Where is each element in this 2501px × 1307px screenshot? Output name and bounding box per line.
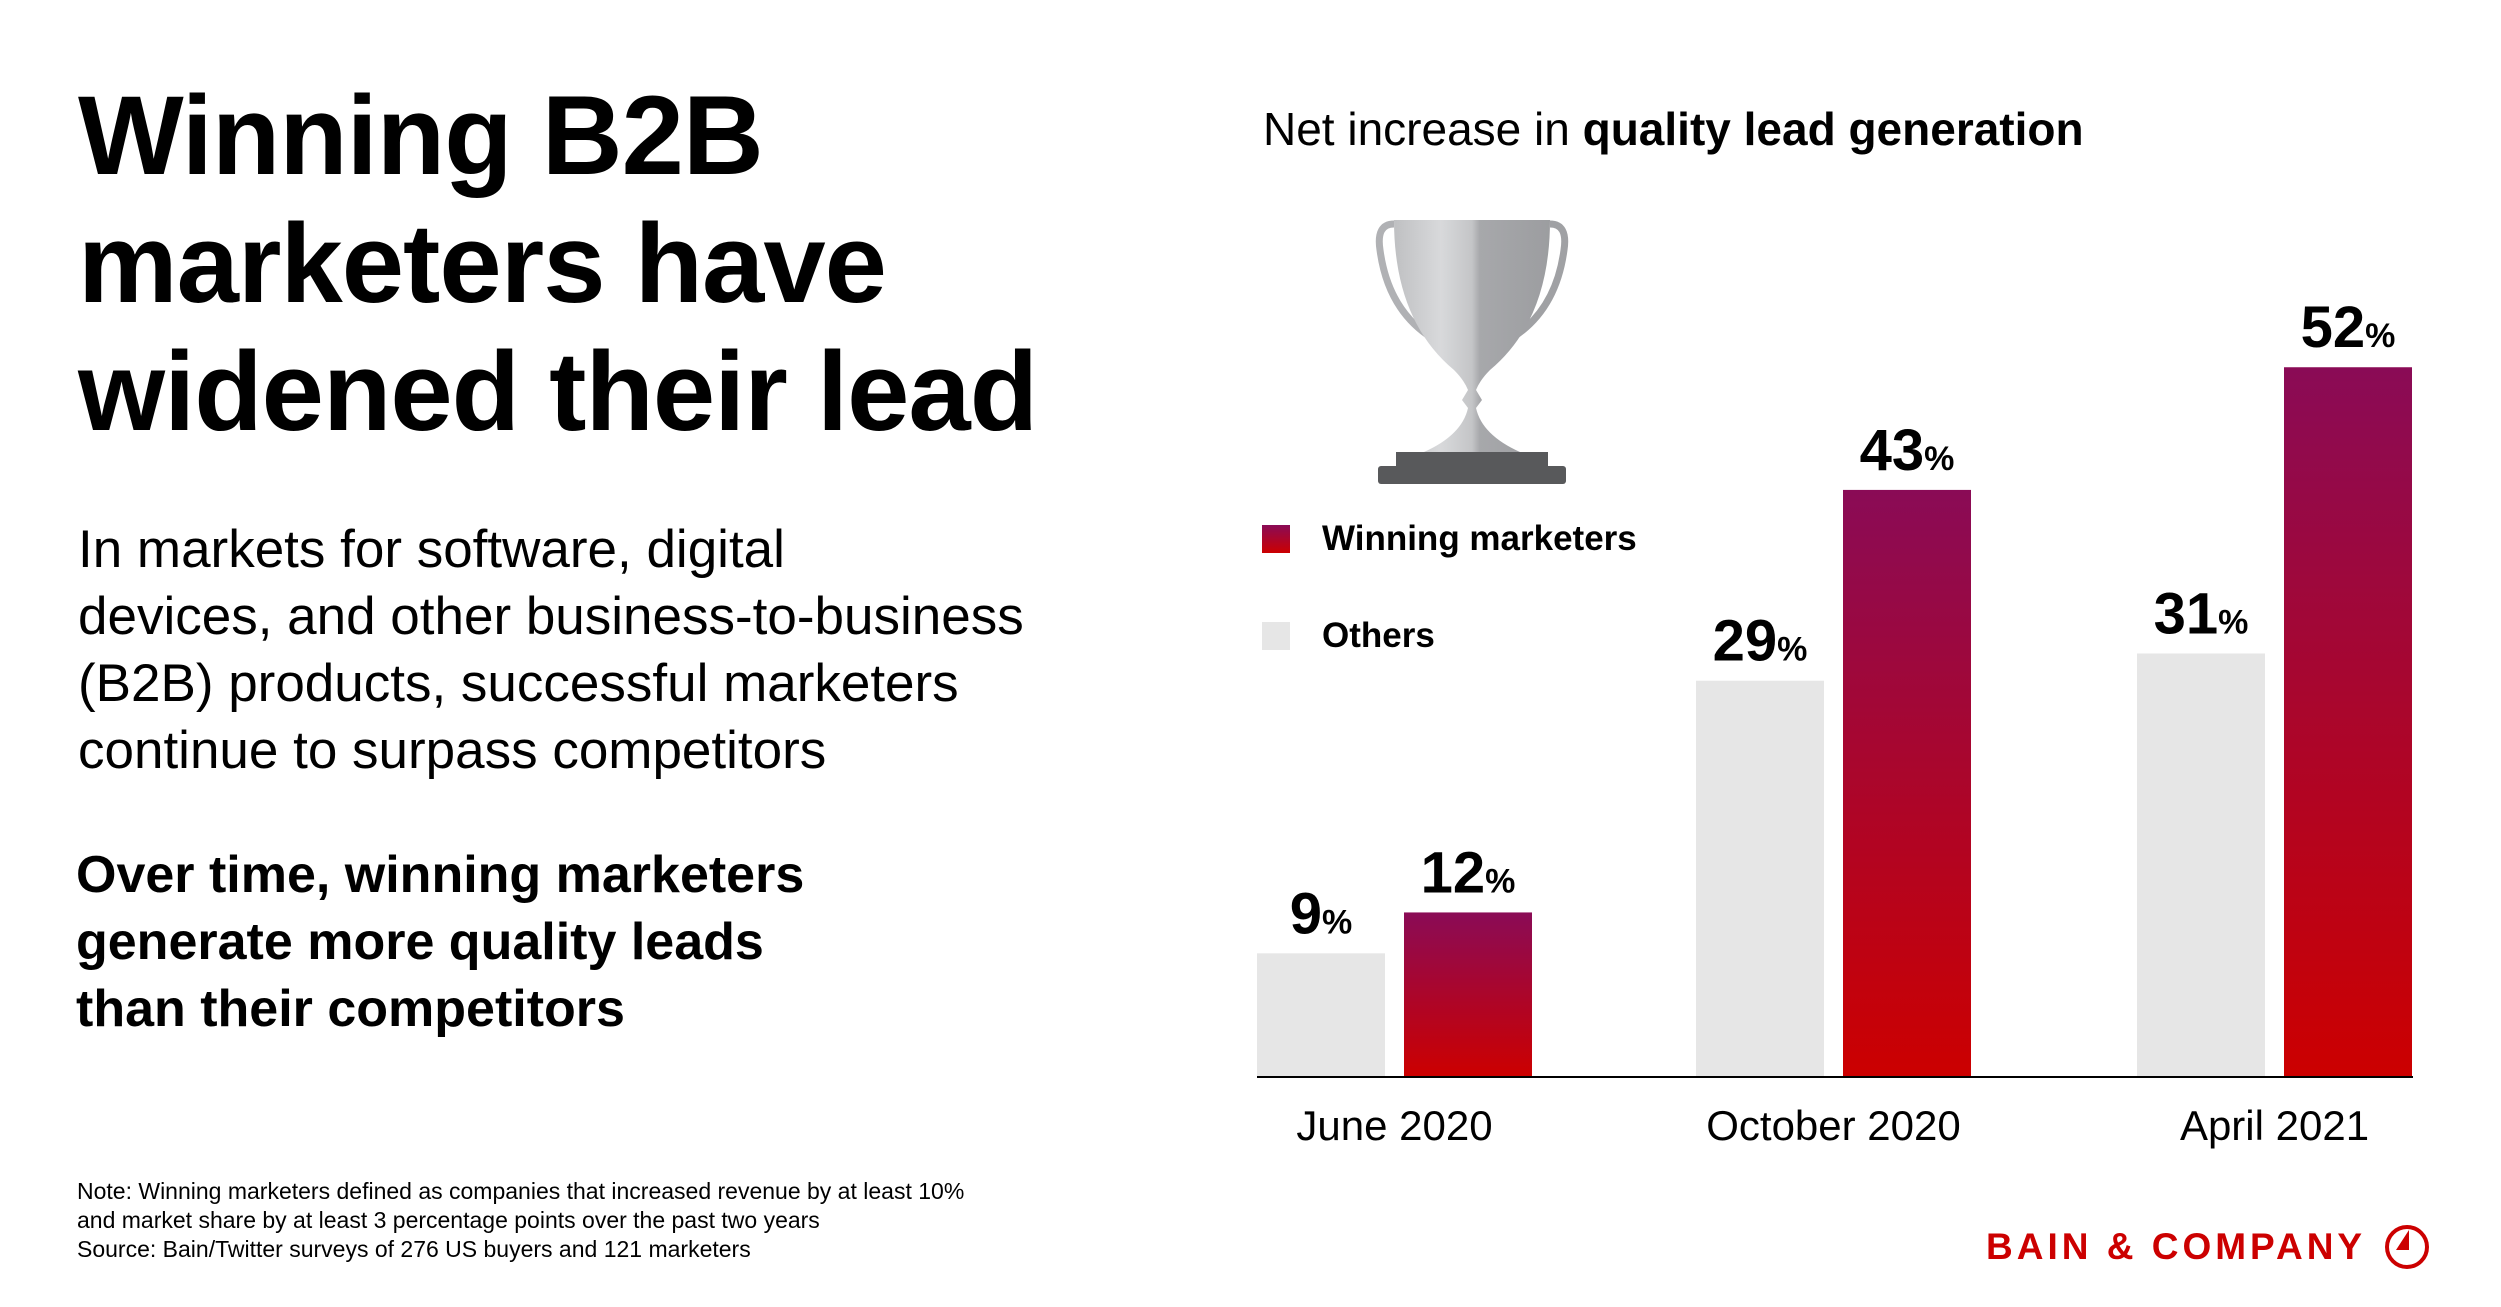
chart-title-regular: Net increase in <box>1263 103 1583 155</box>
data-label: 43% <box>1860 418 1955 483</box>
headline: Winning B2B marketers have widened their… <box>78 72 1178 456</box>
subhead-line: than their competitors <box>76 980 625 1038</box>
bar-winning <box>1404 912 1532 1076</box>
intro-line: (B2B) products, successful marketers <box>78 654 959 713</box>
logo-text: BAIN & COMPANY <box>1986 1226 2367 1267</box>
legend-label: Others <box>1322 616 1435 655</box>
bar-others <box>2137 653 2265 1076</box>
bain-logo: BAIN & COMPANY <box>1986 1222 2432 1272</box>
bar-others <box>1696 680 1824 1076</box>
intro-paragraph: In markets for software, digital devices… <box>78 516 1138 784</box>
headline-line: widened their lead <box>78 329 1038 454</box>
chart-title: Net increase in quality lead generation <box>1263 102 2084 156</box>
note-line: and market share by at least 3 percentag… <box>77 1207 820 1233</box>
intro-line: continue to surpass competitors <box>78 721 827 780</box>
bar-winning <box>1843 489 1971 1076</box>
intro-line: devices, and other business-to-business <box>78 587 1024 646</box>
legend-item-winning: Winning marketers <box>1262 519 1637 559</box>
data-label: 9% <box>1290 881 1353 946</box>
intro-line: In markets for software, digital <box>78 520 785 579</box>
legend-swatch-winning <box>1262 525 1290 553</box>
headline-line: Winning B2B <box>78 73 764 198</box>
chart-title-bold: quality lead generation <box>1582 103 2084 155</box>
legend-item-others: Others <box>1262 616 1435 656</box>
subhead-line: generate more quality leads <box>76 913 764 971</box>
data-label: 29% <box>1713 609 1808 674</box>
bar-winning <box>2284 367 2412 1076</box>
data-label: 52% <box>2301 295 2396 360</box>
trophy-icon <box>1375 220 1569 484</box>
data-label: 31% <box>2154 581 2249 646</box>
x-tick-label: June 2020 <box>1296 1102 1492 1149</box>
x-tick-label: April 2021 <box>2180 1102 2369 1149</box>
subheadline: Over time, winning marketers generate mo… <box>76 842 976 1043</box>
footnote: Note: Winning marketers defined as compa… <box>77 1177 1177 1264</box>
legend-swatch-others <box>1262 622 1290 650</box>
x-tick-label: October 2020 <box>1706 1102 1961 1149</box>
note-line: Source: Bain/Twitter surveys of 276 US b… <box>77 1236 751 1262</box>
bain-compass-icon <box>2385 1225 2430 1269</box>
note-line: Note: Winning marketers defined as compa… <box>77 1178 965 1204</box>
subhead-line: Over time, winning marketers <box>76 846 805 904</box>
legend-label: Winning marketers <box>1322 519 1637 558</box>
bar-others <box>1257 953 1385 1076</box>
data-label: 12% <box>1421 840 1516 905</box>
headline-line: marketers have <box>78 201 887 326</box>
